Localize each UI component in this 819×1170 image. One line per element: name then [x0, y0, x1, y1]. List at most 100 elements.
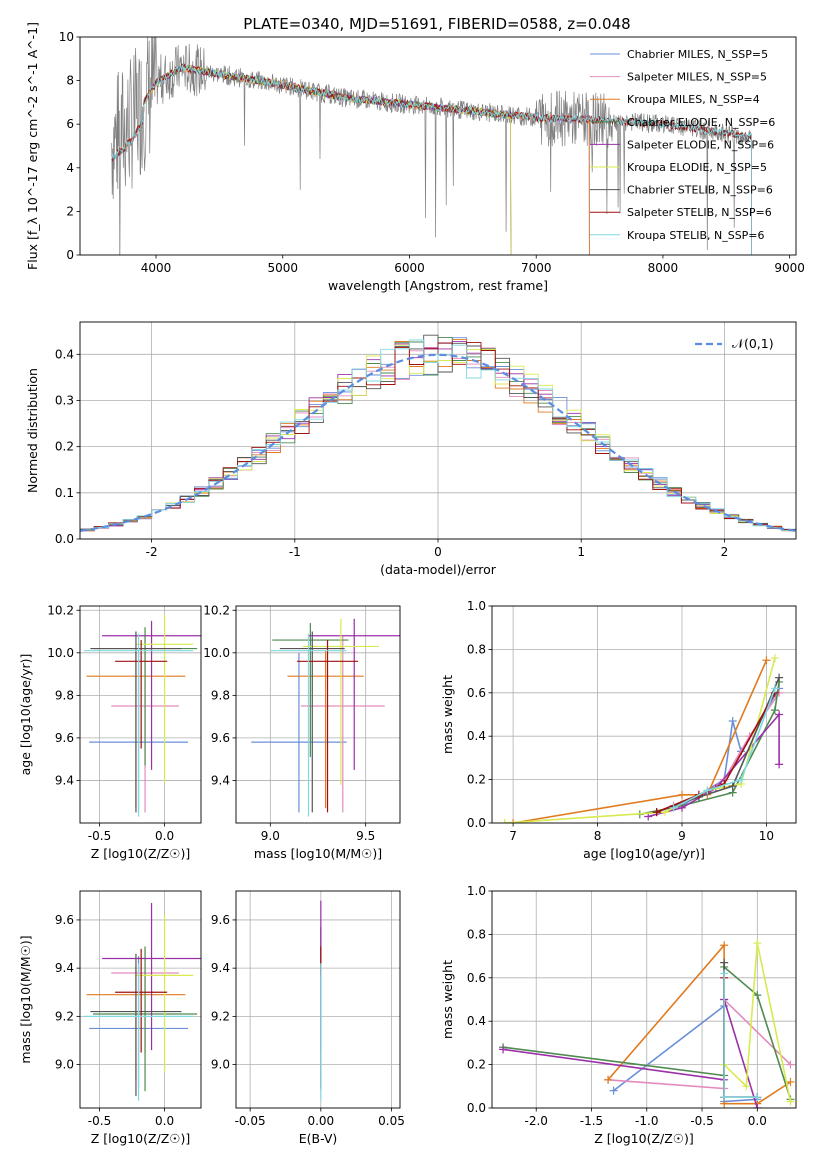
errorbar-point [90, 953, 182, 1096]
weight-marker [753, 939, 762, 948]
plot-area [80, 334, 796, 534]
legend-label: Salpeter MILES, N_SSP=5 [627, 71, 767, 84]
x-tick-label: 9 [678, 829, 686, 843]
chart-spectrum: 4000 5000 6000 7000 8000 9000 0 2 4 6 8 10 wavelengt… [25, 22, 805, 293]
y-tick-label: 0.2 [467, 773, 486, 787]
y-tick-label: 0.1 [55, 486, 74, 500]
weight-marker [753, 1104, 762, 1108]
weight-marker [499, 1045, 508, 1054]
weight-marker [775, 760, 784, 769]
y-tick-label: 9.8 [211, 688, 230, 702]
legend-label: Chabrier MILES, N_SSP=5 [627, 48, 768, 61]
y-tick-label: 0.0 [55, 532, 74, 546]
plot-frame [491, 890, 797, 1109]
plot-area [111, 37, 752, 255]
y-tick-label: 9.2 [211, 1009, 230, 1023]
gridlines [80, 891, 201, 1108]
errorbar-point [93, 946, 198, 1092]
weight-line [656, 677, 780, 813]
y-tick-label: 0.8 [467, 927, 486, 941]
y-tick-label: 0 [66, 248, 74, 262]
weight-marker [609, 1086, 618, 1095]
figure-title: PLATE=0340, MJD=51691, FIBERID=0588, z=0… [243, 15, 630, 33]
y-tick-label: 1.0 [467, 884, 486, 898]
x-tick-label: -1 [289, 545, 301, 559]
y-tick-label: 9.6 [211, 731, 230, 745]
plot-area [83, 903, 201, 1101]
x-tick-label: 8000 [648, 261, 679, 275]
errorbar-point [135, 614, 194, 783]
plot-frame [235, 890, 401, 1109]
x-tick-label: 7 [509, 829, 517, 843]
x-axis-label: Z [log10(Z/Z☉)] [594, 1131, 694, 1146]
plot-frame [79, 321, 797, 540]
weight-marker [678, 803, 686, 812]
weight-marker [786, 1097, 795, 1106]
weight-series [609, 1002, 762, 1106]
x-tick-label: 5000 [267, 261, 298, 275]
weight-line [723, 962, 758, 1098]
errorbar-point [308, 618, 400, 770]
y-tick-label: 0.4 [467, 1014, 486, 1028]
y-tick-label: 9.6 [211, 913, 230, 927]
y-tick-label: 0.4 [467, 729, 486, 743]
x-tick-label: 0.05 [378, 1114, 405, 1128]
weight-marker [500, 819, 509, 823]
weight-line [504, 657, 776, 823]
gridlines [236, 891, 400, 1108]
weight-series [604, 995, 795, 1093]
errorbar-point [102, 620, 201, 770]
weight-marker [703, 786, 712, 795]
x-tick-label: 6000 [394, 261, 425, 275]
plot-frame [491, 605, 797, 824]
weight-line [681, 688, 780, 807]
y-tick-label: 1.0 [467, 599, 486, 613]
plot-area [251, 618, 400, 817]
y-tick-label: 0.2 [467, 1058, 486, 1072]
legend-label: Chabrier STELIB, N_SSP=6 [627, 184, 773, 197]
weight-marker [786, 1077, 795, 1086]
x-tick-label: 7000 [521, 261, 552, 275]
errorbar-point [251, 652, 347, 813]
x-axis-label: (data-model)/error [380, 562, 497, 577]
errorbar-point [297, 640, 359, 813]
x-tick-label: 0.00 [307, 1114, 334, 1128]
y-tick-label: 10.2 [47, 603, 74, 617]
x-tick-label: 0.0 [748, 1114, 767, 1128]
y-tick-label: 9.0 [211, 1058, 230, 1072]
x-tick-label: 1 [577, 545, 585, 559]
errorbar-point [102, 903, 201, 1051]
gridlines [492, 605, 796, 824]
weight-line [673, 688, 776, 809]
y-tick-label: 9.4 [55, 773, 74, 787]
plot-area [83, 614, 201, 817]
y-axis-label: mass [log10(M/M☉)] [18, 935, 33, 1063]
weight-marker [509, 819, 518, 823]
y-tick-label: 0.4 [55, 347, 74, 361]
chart-mass_vs_EBV: -0.05 0.00 0.05 9.0 9.2 9.4 9.6 E(B-V) [211, 890, 405, 1146]
weight-marker [753, 1093, 762, 1102]
weight-series [669, 684, 779, 812]
plot-area [499, 939, 795, 1108]
plot-frame [235, 605, 401, 824]
x-axis-label: Z [log10(Z/Z☉)] [91, 1131, 191, 1146]
legend: Chabrier MILES, N_SSP=5 Salpeter MILES, N… [590, 48, 775, 242]
x-tick-label: -2.0 [525, 1114, 548, 1128]
weight-line [656, 692, 776, 813]
errorbar-point [270, 633, 347, 817]
chart-age_vs_mass: 9.0 9.5 9.4 9.6 9.8 10.0 10.2 mass [log10(M/M☉)… [203, 603, 401, 861]
chart-weight_vs_Z: -2.0 -1.5 -1.0 -0.5 0.0 0.0 0.2 0.4 0.6 0.8 1.0 Z [… [440, 884, 797, 1146]
y-tick-label: 6 [66, 117, 74, 131]
y-tick-label: 0.3 [55, 393, 74, 407]
y-tick-label: 9.4 [211, 961, 230, 975]
weight-marker [775, 710, 784, 719]
weight-marker [720, 958, 729, 967]
x-axis-label: wavelength [Angstrom, rest frame] [328, 278, 548, 293]
weight-marker [770, 654, 779, 663]
x-tick-label: -0.5 [690, 1114, 713, 1128]
weight-marker [753, 991, 762, 1000]
y-axis-label: mass weight [440, 960, 455, 1039]
x-axis-label: E(B-V) [299, 1131, 338, 1146]
weight-marker [770, 684, 779, 693]
